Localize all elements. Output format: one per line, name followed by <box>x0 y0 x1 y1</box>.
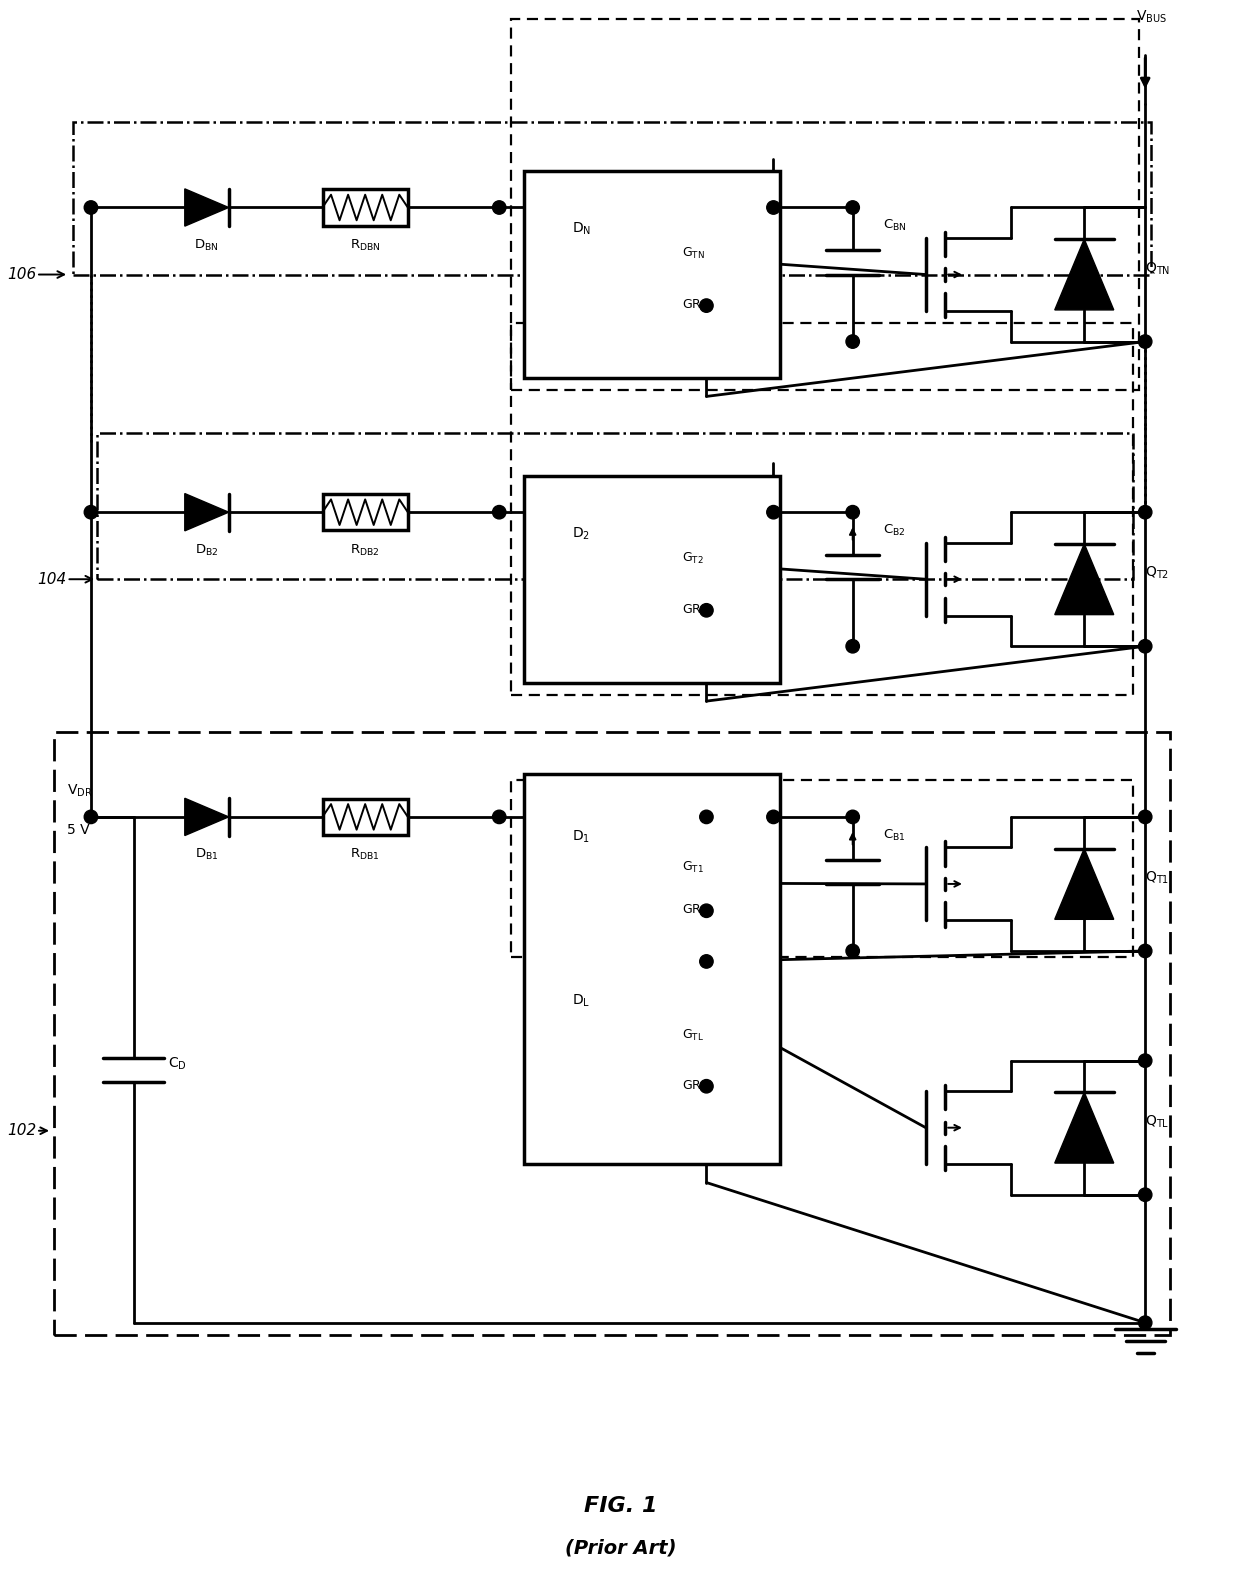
Bar <box>55 732 1169 1335</box>
Text: V$_{\mathrm{DR}}$: V$_{\mathrm{DR}}$ <box>67 782 92 799</box>
Circle shape <box>84 810 98 823</box>
Circle shape <box>699 298 713 313</box>
Bar <box>511 780 1133 957</box>
Text: D$_{\mathrm{BN}}$: D$_{\mathrm{BN}}$ <box>195 238 219 254</box>
Circle shape <box>1138 944 1152 957</box>
Circle shape <box>1138 506 1152 518</box>
Circle shape <box>846 506 859 518</box>
Bar <box>523 774 780 1164</box>
Polygon shape <box>185 188 228 226</box>
Circle shape <box>699 904 713 917</box>
Circle shape <box>492 201 506 214</box>
Bar <box>511 19 1140 391</box>
Circle shape <box>766 201 780 214</box>
Bar <box>523 475 780 683</box>
Circle shape <box>846 810 859 823</box>
Circle shape <box>492 810 506 823</box>
Circle shape <box>1138 1316 1152 1329</box>
Polygon shape <box>1055 544 1114 614</box>
Text: Q$_{\mathrm{TN}}$: Q$_{\mathrm{TN}}$ <box>1146 260 1171 276</box>
Circle shape <box>699 1080 713 1093</box>
Text: G$_{\mathrm{T2}}$: G$_{\mathrm{T2}}$ <box>682 550 704 566</box>
Circle shape <box>766 506 780 518</box>
Text: R$_{\mathrm{DB1}}$: R$_{\mathrm{DB1}}$ <box>350 847 381 863</box>
Text: Q$_{\mathrm{T1}}$: Q$_{\mathrm{T1}}$ <box>1146 869 1169 887</box>
Text: D$_{\mathrm{1}}$: D$_{\mathrm{1}}$ <box>573 828 590 845</box>
Text: GR$_{\mathrm{T2}}$: GR$_{\mathrm{T2}}$ <box>682 603 713 617</box>
Text: C$_{\mathrm{B2}}$: C$_{\mathrm{B2}}$ <box>883 523 905 538</box>
Circle shape <box>699 810 713 823</box>
Text: GR$_{\mathrm{TN}}$: GR$_{\mathrm{TN}}$ <box>682 298 713 313</box>
Circle shape <box>84 201 98 214</box>
Circle shape <box>84 506 98 518</box>
Circle shape <box>1138 1188 1152 1201</box>
Circle shape <box>846 335 859 348</box>
Polygon shape <box>1055 849 1114 919</box>
Text: Q$_{\mathrm{TL}}$: Q$_{\mathrm{TL}}$ <box>1146 1113 1169 1129</box>
Bar <box>97 432 1133 579</box>
Text: FIG. 1: FIG. 1 <box>584 1496 658 1515</box>
Text: R$_{\mathrm{DB2}}$: R$_{\mathrm{DB2}}$ <box>350 542 379 558</box>
Circle shape <box>699 603 713 617</box>
Text: C$_{\mathrm{D}}$: C$_{\mathrm{D}}$ <box>167 1056 186 1072</box>
Text: GR$_{\mathrm{TL}}$: GR$_{\mathrm{TL}}$ <box>682 1078 713 1094</box>
Text: G$_{\mathrm{TN}}$: G$_{\mathrm{TN}}$ <box>682 246 704 262</box>
Polygon shape <box>185 493 228 531</box>
Text: 5 V: 5 V <box>67 823 89 837</box>
Text: Q$_{\mathrm{T2}}$: Q$_{\mathrm{T2}}$ <box>1146 565 1169 581</box>
Bar <box>523 171 780 378</box>
Circle shape <box>846 944 859 957</box>
Circle shape <box>1138 335 1152 348</box>
Text: GR$_{\mathrm{T1}}$: GR$_{\mathrm{T1}}$ <box>682 903 713 919</box>
Circle shape <box>1138 1054 1152 1067</box>
Bar <box>73 123 1151 274</box>
Bar <box>511 324 1133 695</box>
Text: G$_{\mathrm{TL}}$: G$_{\mathrm{TL}}$ <box>682 1029 704 1043</box>
Polygon shape <box>1055 239 1114 309</box>
Circle shape <box>846 201 859 214</box>
Text: G$_{\mathrm{T1}}$: G$_{\mathrm{T1}}$ <box>682 860 704 876</box>
Text: 102: 102 <box>7 1123 36 1139</box>
Bar <box>322 190 408 226</box>
Circle shape <box>492 506 506 518</box>
Polygon shape <box>185 798 228 836</box>
Text: D$_{\mathrm{B1}}$: D$_{\mathrm{B1}}$ <box>195 847 218 863</box>
Bar <box>322 494 408 531</box>
Text: 104: 104 <box>37 571 67 587</box>
Text: D$_{\mathrm{N}}$: D$_{\mathrm{N}}$ <box>573 220 591 238</box>
Text: 106: 106 <box>7 266 36 282</box>
Circle shape <box>766 810 780 823</box>
Text: C$_{\mathrm{BN}}$: C$_{\mathrm{BN}}$ <box>883 219 906 233</box>
Circle shape <box>846 640 859 652</box>
Circle shape <box>699 955 713 968</box>
Text: (Prior Art): (Prior Art) <box>565 1539 677 1558</box>
Text: R$_{\mathrm{DBN}}$: R$_{\mathrm{DBN}}$ <box>350 238 381 254</box>
Circle shape <box>1138 640 1152 652</box>
Polygon shape <box>1055 1093 1114 1163</box>
Text: C$_{\mathrm{B1}}$: C$_{\mathrm{B1}}$ <box>883 828 906 842</box>
Text: D$_{\mathrm{2}}$: D$_{\mathrm{2}}$ <box>573 525 590 542</box>
Text: V$_\mathrm{BUS}$: V$_\mathrm{BUS}$ <box>1136 8 1167 24</box>
Text: D$_{\mathrm{B2}}$: D$_{\mathrm{B2}}$ <box>195 542 218 558</box>
Text: D$_{\mathrm{L}}$: D$_{\mathrm{L}}$ <box>573 992 590 1008</box>
Circle shape <box>1138 810 1152 823</box>
Bar <box>322 799 408 836</box>
